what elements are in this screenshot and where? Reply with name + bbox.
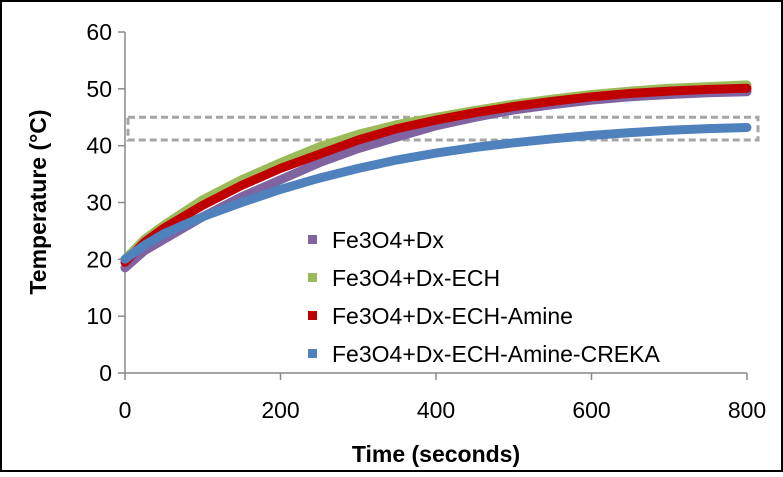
series-line-3 xyxy=(120,83,752,267)
x-axis-title: Time (seconds) xyxy=(352,441,520,467)
y-tick-label: 60 xyxy=(86,19,112,45)
x-tick-label: 800 xyxy=(728,397,766,423)
legend-label-4: Fe3O4+Dx-ECH-Amine-CREKA xyxy=(332,341,660,367)
x-tick-label: 600 xyxy=(572,397,610,423)
legend: Fe3O4+Dx Fe3O4+Dx-ECH Fe3O4+Dx-ECH-Amine Fe… xyxy=(308,227,660,367)
y-axis-title: Temperature (°C) xyxy=(25,109,51,294)
legend-swatch-2 xyxy=(308,273,317,282)
x-tick-label: 200 xyxy=(261,397,299,423)
series-layer xyxy=(120,80,752,273)
y-tick-label: 50 xyxy=(86,76,112,102)
legend-swatch-1 xyxy=(308,235,317,244)
x-tick-label: 0 xyxy=(119,397,132,423)
y-tick-label: 20 xyxy=(86,246,112,272)
y-tick-label: 0 xyxy=(99,360,112,386)
series-line-4 xyxy=(120,123,752,264)
legend-label-3: Fe3O4+Dx-ECH-Amine xyxy=(332,303,573,329)
legend-label-2: Fe3O4+Dx-ECH xyxy=(332,265,500,291)
legend-swatch-3 xyxy=(308,311,317,320)
legend-label-1: Fe3O4+Dx xyxy=(332,227,444,253)
legend-swatch-4 xyxy=(308,349,317,358)
y-tick-label: 10 xyxy=(86,303,112,329)
y-tick-label: 40 xyxy=(86,133,112,159)
y-tick-label: 30 xyxy=(86,190,112,216)
x-tick-label: 400 xyxy=(417,397,455,423)
